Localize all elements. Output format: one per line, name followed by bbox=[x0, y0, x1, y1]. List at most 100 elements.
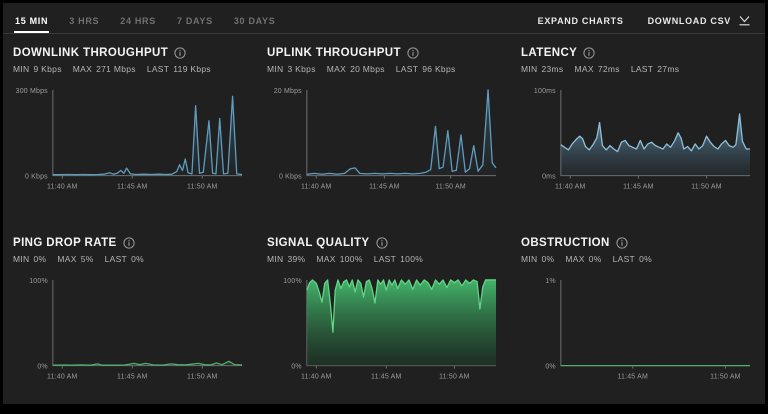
stat-value: 100% bbox=[339, 254, 363, 264]
svg-text:1%: 1% bbox=[545, 278, 555, 285]
panel-header: LATENCY bbox=[521, 47, 757, 59]
panel-stats: MIN 3 Kbps MAX 20 Mbps LAST 96 Kbps bbox=[267, 64, 503, 74]
tab-3-hrs[interactable]: 3 HRS bbox=[68, 16, 100, 33]
stat-label: MIN bbox=[521, 64, 538, 74]
stat-last: LAST 100% bbox=[374, 254, 423, 264]
svg-text:100ms: 100ms bbox=[534, 88, 556, 95]
panel-title: PING DROP RATE bbox=[13, 237, 117, 249]
chart-uplink-throughput: 11:40 AM 11:45 AM 11:50 AM 20 Mbps 0 Kbps bbox=[267, 78, 503, 199]
panel-downlink-throughput: DOWNLINK THROUGHPUT MIN 9 Kbps MAX 271 Mbps… bbox=[3, 34, 257, 224]
info-icon[interactable] bbox=[583, 47, 595, 59]
svg-text:11:50 AM: 11:50 AM bbox=[187, 374, 218, 381]
stat-last: LAST 96 Kbps bbox=[396, 64, 456, 74]
panel-title: LATENCY bbox=[521, 47, 578, 59]
stat-min: MIN 39% bbox=[267, 254, 305, 264]
svg-text:0 Kbps: 0 Kbps bbox=[279, 174, 302, 181]
chart-obstruction: 11:45 AM 11:50 AM 1% 0% bbox=[521, 268, 757, 389]
chart-svg: 11:40 AM 11:45 AM 11:50 AM 100% 0% bbox=[283, 278, 497, 381]
stat-label: MIN bbox=[13, 64, 30, 74]
stat-min: MIN 23ms bbox=[521, 64, 563, 74]
svg-text:11:45 AM: 11:45 AM bbox=[617, 374, 648, 381]
svg-text:11:40 AM: 11:40 AM bbox=[301, 374, 332, 381]
stat-max: MAX 271 Mbps bbox=[73, 64, 136, 74]
chart-svg: 11:40 AM 11:45 AM 11:50 AM 20 Mbps 0 Kbps bbox=[274, 88, 497, 191]
svg-text:11:40 AM: 11:40 AM bbox=[301, 184, 332, 191]
stat-value: 100% bbox=[400, 254, 424, 264]
stat-label: MAX bbox=[574, 64, 594, 74]
panel-stats: MIN 9 Kbps MAX 271 Mbps LAST 119 Kbps bbox=[13, 64, 249, 74]
panel-title: SIGNAL QUALITY bbox=[267, 237, 370, 249]
svg-text:11:50 AM: 11:50 AM bbox=[187, 184, 218, 191]
tab-30-days[interactable]: 30 DAYS bbox=[233, 16, 277, 33]
stat-value: 0% bbox=[639, 254, 652, 264]
svg-text:0%: 0% bbox=[291, 364, 301, 371]
stat-label: MAX bbox=[57, 254, 77, 264]
stat-max: MAX 100% bbox=[316, 254, 362, 264]
svg-text:11:45 AM: 11:45 AM bbox=[117, 184, 148, 191]
stat-max: MAX 72ms bbox=[574, 64, 619, 74]
panel-header: DOWNLINK THROUGHPUT bbox=[13, 47, 249, 59]
tab-15-min[interactable]: 15 MIN bbox=[14, 16, 50, 33]
svg-text:300 Mbps: 300 Mbps bbox=[16, 88, 49, 95]
svg-text:20 Mbps: 20 Mbps bbox=[274, 88, 302, 95]
stat-label: LAST bbox=[630, 64, 654, 74]
svg-text:0ms: 0ms bbox=[542, 174, 556, 181]
info-icon[interactable] bbox=[407, 47, 419, 59]
stat-value: 0% bbox=[131, 254, 144, 264]
stat-label: MIN bbox=[521, 254, 538, 264]
stat-min: MIN 0% bbox=[13, 254, 46, 264]
panel-header: SIGNAL QUALITY bbox=[267, 237, 503, 249]
stat-value: 0% bbox=[33, 254, 47, 264]
download-csv-button[interactable]: DOWNLOAD CSV bbox=[648, 15, 751, 26]
charts-grid: DOWNLINK THROUGHPUT MIN 9 Kbps MAX 271 Mbps… bbox=[3, 34, 765, 404]
info-icon[interactable] bbox=[375, 237, 388, 249]
stat-min: MIN 3 Kbps bbox=[267, 64, 316, 74]
chart-ping-drop-rate: 11:40 AM 11:45 AM 11:50 AM 100% 0% bbox=[13, 268, 249, 389]
info-icon[interactable] bbox=[174, 47, 186, 59]
stat-label: LAST bbox=[373, 254, 397, 264]
stat-last: LAST 0% bbox=[613, 254, 652, 264]
stat-value: 23ms bbox=[541, 64, 564, 74]
info-icon[interactable] bbox=[122, 237, 135, 249]
stat-max: MAX 5% bbox=[57, 254, 93, 264]
stat-value: 119 Kbps bbox=[173, 64, 211, 74]
tab-7-days[interactable]: 7 DAYS bbox=[176, 16, 214, 33]
svg-text:0%: 0% bbox=[37, 364, 47, 371]
panel-latency: LATENCY MIN 23ms MAX 72ms LAST 27ms 11:40 AM 1… bbox=[511, 34, 765, 224]
time-range-tabs: 15 MIN 3 HRS 24 HRS 7 DAYS 30 DAYS bbox=[14, 16, 276, 33]
stat-value: 5% bbox=[80, 254, 94, 264]
stat-label: LAST bbox=[104, 254, 128, 264]
stat-last: LAST 0% bbox=[105, 254, 144, 264]
stat-label: MIN bbox=[267, 254, 284, 264]
stat-value: 0% bbox=[541, 254, 555, 264]
svg-text:11:45 AM: 11:45 AM bbox=[117, 374, 148, 381]
panel-header: UPLINK THROUGHPUT bbox=[267, 47, 503, 59]
svg-text:0 Kbps: 0 Kbps bbox=[25, 174, 48, 181]
panel-ping-drop-rate: PING DROP RATE MIN 0% MAX 5% LAST 0% 11:40 AM… bbox=[3, 224, 257, 404]
svg-text:100%: 100% bbox=[29, 278, 48, 285]
svg-text:11:40 AM: 11:40 AM bbox=[47, 184, 78, 191]
stat-value: 0% bbox=[588, 254, 602, 264]
toolbar-actions: EXPAND CHARTS DOWNLOAD CSV bbox=[538, 15, 751, 33]
panel-stats: MIN 39% MAX 100% LAST 100% bbox=[267, 254, 503, 264]
stat-label: LAST bbox=[146, 64, 170, 74]
svg-text:0%: 0% bbox=[545, 364, 555, 371]
chart-svg: 11:45 AM 11:50 AM 1% 0% bbox=[545, 278, 751, 381]
svg-text:11:40 AM: 11:40 AM bbox=[555, 184, 586, 191]
stat-label: MAX bbox=[316, 254, 336, 264]
panel-signal-quality: SIGNAL QUALITY MIN 39% MAX 100% LAST 100% 11:… bbox=[257, 224, 511, 404]
svg-text:11:50 AM: 11:50 AM bbox=[435, 184, 466, 191]
tab-24-hrs[interactable]: 24 HRS bbox=[119, 16, 157, 33]
stat-label: LAST bbox=[395, 64, 419, 74]
panel-title: OBSTRUCTION bbox=[521, 237, 610, 249]
stat-label: MAX bbox=[565, 254, 585, 264]
svg-text:11:50 AM: 11:50 AM bbox=[691, 184, 722, 191]
info-icon[interactable] bbox=[616, 237, 628, 249]
panel-header: OBSTRUCTION bbox=[521, 237, 757, 249]
stat-value: 72ms bbox=[597, 64, 620, 74]
chart-svg: 11:40 AM 11:45 AM 11:50 AM 300 Mbps 0 Kbps bbox=[16, 88, 243, 191]
expand-charts-button[interactable]: EXPAND CHARTS bbox=[538, 16, 624, 26]
stat-value: 271 Mbps bbox=[96, 64, 136, 74]
panel-stats: MIN 0% MAX 0% LAST 0% bbox=[521, 254, 757, 264]
download-csv-label: DOWNLOAD CSV bbox=[647, 15, 731, 26]
